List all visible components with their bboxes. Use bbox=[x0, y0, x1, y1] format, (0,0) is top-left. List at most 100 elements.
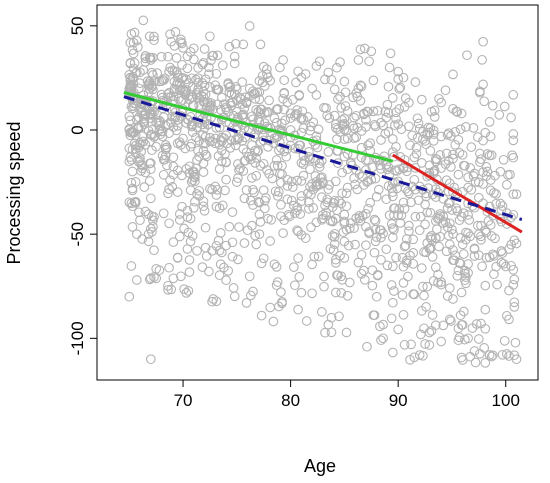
data-point bbox=[223, 265, 234, 276]
data-point bbox=[434, 213, 444, 223]
data-point bbox=[272, 160, 283, 171]
data-point bbox=[272, 104, 283, 115]
data-point bbox=[409, 174, 420, 185]
data-point bbox=[162, 160, 172, 171]
data-point bbox=[307, 259, 317, 270]
data-point bbox=[163, 280, 173, 291]
data-point bbox=[339, 113, 350, 124]
data-point bbox=[130, 98, 141, 109]
data-point bbox=[172, 187, 183, 197]
data-point bbox=[178, 133, 188, 144]
data-point bbox=[160, 140, 171, 150]
data-point bbox=[382, 260, 393, 271]
data-point bbox=[253, 145, 264, 156]
data-point bbox=[265, 302, 276, 313]
data-point bbox=[220, 185, 230, 196]
data-point bbox=[344, 223, 355, 234]
data-point bbox=[421, 302, 431, 312]
data-point bbox=[391, 252, 401, 263]
data-point bbox=[332, 62, 342, 73]
data-point bbox=[436, 131, 447, 142]
data-point bbox=[436, 277, 447, 287]
data-point bbox=[511, 238, 522, 249]
data-point bbox=[282, 194, 293, 205]
data-point bbox=[247, 140, 257, 150]
data-point bbox=[190, 169, 200, 180]
data-point bbox=[256, 258, 267, 269]
data-point bbox=[321, 210, 331, 221]
data-point bbox=[173, 93, 184, 104]
data-point bbox=[455, 124, 466, 135]
data-point bbox=[359, 274, 370, 285]
data-point bbox=[454, 258, 465, 268]
data-point bbox=[238, 39, 249, 50]
data-point bbox=[508, 89, 519, 100]
data-point bbox=[316, 307, 327, 317]
data-point bbox=[361, 165, 371, 175]
data-point bbox=[425, 145, 436, 156]
data-point bbox=[125, 58, 136, 68]
data-point bbox=[250, 88, 260, 99]
data-point bbox=[192, 245, 202, 256]
data-point bbox=[269, 113, 280, 124]
data-point bbox=[466, 142, 477, 152]
data-point bbox=[298, 159, 309, 170]
data-point bbox=[504, 351, 514, 361]
data-point bbox=[455, 233, 466, 243]
data-point bbox=[316, 192, 327, 202]
data-point bbox=[288, 262, 299, 272]
data-point bbox=[497, 201, 508, 211]
data-point bbox=[457, 149, 468, 160]
data-point bbox=[127, 183, 138, 194]
data-point bbox=[487, 350, 498, 361]
data-point bbox=[176, 37, 186, 47]
data-point bbox=[307, 83, 317, 94]
data-point bbox=[412, 113, 423, 124]
data-point bbox=[452, 107, 463, 117]
x-axis-label: Age bbox=[304, 456, 336, 476]
data-point bbox=[454, 332, 465, 343]
data-point bbox=[148, 52, 158, 63]
data-point bbox=[480, 280, 491, 291]
data-point bbox=[150, 130, 160, 141]
data-point bbox=[438, 320, 449, 331]
data-point bbox=[460, 265, 470, 276]
data-point bbox=[440, 85, 451, 96]
data-point bbox=[361, 240, 371, 251]
data-point bbox=[184, 161, 195, 172]
data-point bbox=[416, 158, 427, 168]
data-point bbox=[305, 182, 315, 192]
data-point bbox=[241, 98, 252, 108]
data-point bbox=[159, 73, 170, 84]
data-point bbox=[327, 215, 338, 226]
data-point bbox=[278, 93, 288, 104]
data-point bbox=[287, 94, 298, 105]
data-point bbox=[224, 221, 235, 232]
data-point bbox=[254, 87, 265, 97]
data-point bbox=[228, 283, 239, 293]
data-point bbox=[470, 357, 481, 368]
data-point bbox=[210, 138, 221, 149]
data-point bbox=[174, 231, 185, 242]
data-point bbox=[184, 267, 195, 277]
data-point bbox=[499, 101, 510, 112]
data-point bbox=[130, 68, 141, 79]
data-point bbox=[353, 83, 364, 94]
data-point bbox=[496, 246, 507, 257]
data-point bbox=[511, 189, 522, 200]
data-point bbox=[355, 44, 366, 55]
data-point bbox=[134, 112, 144, 123]
data-point bbox=[448, 229, 458, 239]
data-point bbox=[127, 166, 138, 177]
data-point bbox=[293, 226, 303, 237]
data-point bbox=[320, 200, 330, 211]
data-point bbox=[124, 111, 135, 122]
data-point bbox=[166, 91, 177, 102]
data-point bbox=[397, 290, 408, 300]
data-point bbox=[200, 74, 211, 85]
data-point bbox=[455, 310, 466, 321]
data-point bbox=[329, 195, 340, 206]
data-point bbox=[256, 310, 267, 321]
data-point bbox=[458, 249, 469, 259]
data-point bbox=[413, 195, 424, 206]
